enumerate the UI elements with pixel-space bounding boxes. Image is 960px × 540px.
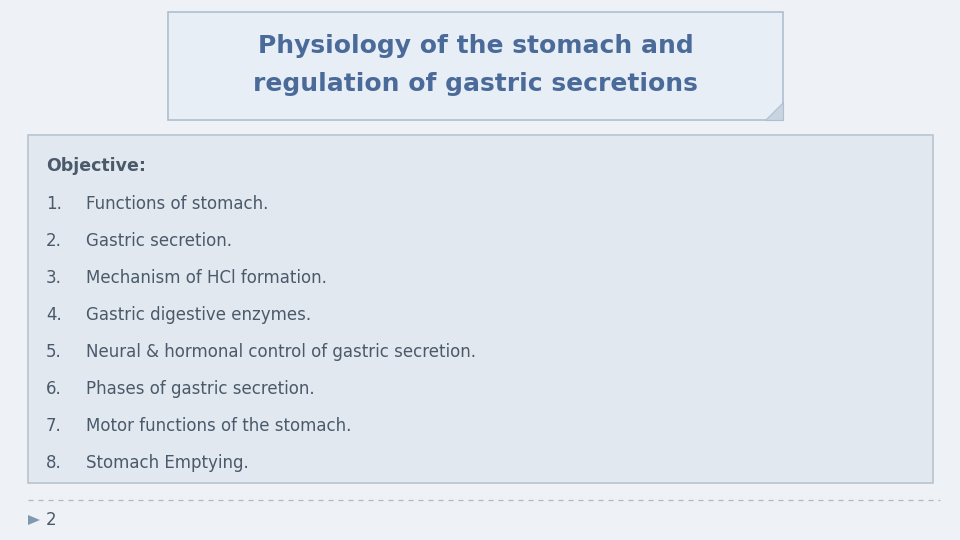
Text: 7.: 7.	[46, 417, 61, 435]
Text: Neural & hormonal control of gastric secretion.: Neural & hormonal control of gastric sec…	[86, 343, 476, 361]
Text: Gastric digestive enzymes.: Gastric digestive enzymes.	[86, 306, 311, 324]
Text: Gastric secretion.: Gastric secretion.	[86, 232, 232, 250]
Text: Phases of gastric secretion.: Phases of gastric secretion.	[86, 380, 315, 398]
Text: 4.: 4.	[46, 306, 61, 324]
Polygon shape	[28, 515, 40, 525]
Text: 1.: 1.	[46, 195, 61, 213]
Polygon shape	[765, 102, 783, 120]
Text: Functions of stomach.: Functions of stomach.	[86, 195, 269, 213]
Text: Objective:: Objective:	[46, 157, 146, 175]
FancyBboxPatch shape	[28, 135, 933, 483]
Text: regulation of gastric secretions: regulation of gastric secretions	[253, 72, 698, 96]
Text: 6.: 6.	[46, 380, 61, 398]
Text: Physiology of the stomach and: Physiology of the stomach and	[257, 34, 693, 58]
Text: 3.: 3.	[46, 269, 61, 287]
Text: 2.: 2.	[46, 232, 61, 250]
Text: 8.: 8.	[46, 454, 61, 472]
FancyBboxPatch shape	[168, 12, 783, 120]
Text: Mechanism of HCl formation.: Mechanism of HCl formation.	[86, 269, 326, 287]
Text: 2: 2	[46, 511, 57, 529]
Text: Stomach Emptying.: Stomach Emptying.	[86, 454, 249, 472]
Text: 5.: 5.	[46, 343, 61, 361]
Text: Motor functions of the stomach.: Motor functions of the stomach.	[86, 417, 351, 435]
